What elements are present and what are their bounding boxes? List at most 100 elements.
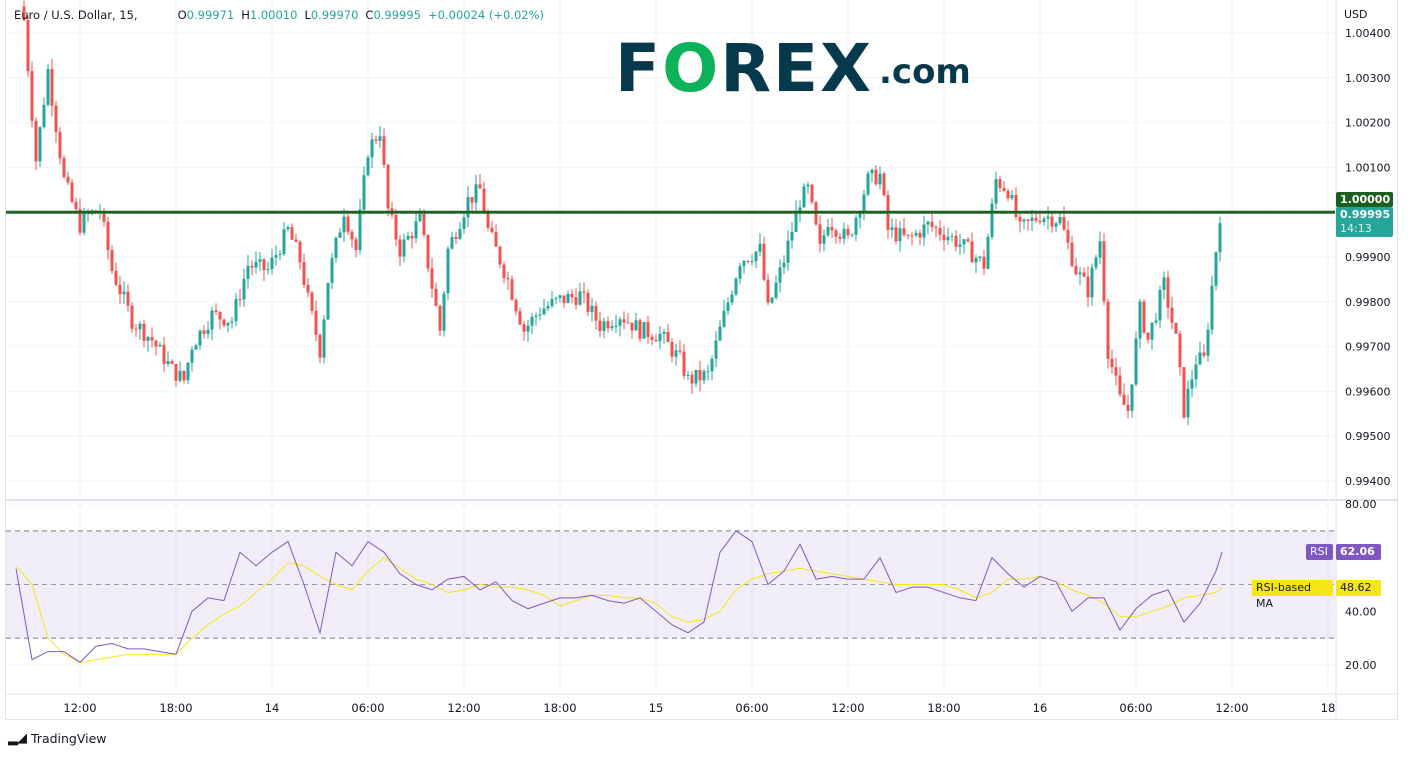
candle-body [310, 292, 314, 311]
candle-body [530, 316, 534, 326]
candle-body [478, 184, 482, 189]
candle-body [370, 139, 374, 158]
candle-body [430, 268, 434, 289]
candle-body [494, 232, 498, 247]
candle-body [266, 269, 270, 271]
candle-body [462, 217, 466, 229]
candle-body [826, 227, 830, 236]
candle-body [490, 227, 494, 233]
candle-body [1038, 220, 1042, 223]
candle-body [654, 339, 658, 342]
price-tick-label: 1.00100 [1345, 161, 1391, 174]
candle-body [1206, 329, 1210, 356]
candle-body [178, 370, 182, 381]
candle-body [410, 235, 414, 239]
candle-body [570, 294, 574, 298]
candle-body [926, 221, 930, 225]
candle-body [850, 234, 854, 236]
candle-body [954, 235, 958, 247]
candle-body [190, 349, 194, 363]
high-value: 1.00010 [249, 8, 298, 22]
candle-body [710, 358, 714, 372]
candle-body [554, 297, 558, 299]
candle-body [1130, 384, 1134, 411]
tradingview-brand[interactable]: ▂◢ TradingView [8, 731, 107, 746]
candle-body [118, 284, 122, 295]
candle-body [66, 176, 70, 183]
candle-body [1098, 241, 1102, 258]
candle-body [106, 221, 110, 251]
price-tick-label: 0.99900 [1345, 251, 1391, 264]
candle-body [230, 321, 234, 323]
candle-body [386, 164, 390, 209]
candle-body [438, 305, 442, 331]
candle-body [634, 320, 638, 331]
candle-body [646, 322, 650, 337]
candle-body [1154, 320, 1158, 323]
rsi-legend-tag: RSI [1306, 544, 1333, 560]
price-tick-label: 0.99800 [1345, 296, 1391, 309]
candle-body [978, 256, 982, 258]
candle-body [842, 228, 846, 239]
candle-body [170, 361, 174, 364]
candle-body [418, 213, 422, 222]
time-tick-label: 14 [265, 701, 280, 715]
candle-body [290, 226, 294, 240]
candle-body [758, 243, 762, 252]
candle-body [798, 207, 802, 212]
candle-body [210, 310, 214, 330]
candle-body [150, 336, 154, 341]
candle-body [278, 254, 282, 256]
candle-body [838, 236, 842, 239]
candle-body [1138, 301, 1142, 339]
candle-body [662, 331, 666, 334]
rsi-value-tag: 62.06 [1336, 544, 1381, 560]
candle-body [1146, 332, 1150, 340]
candle-body [1054, 223, 1058, 227]
candle-body [658, 333, 662, 342]
candle-body [250, 265, 254, 268]
candle-body [1022, 219, 1026, 222]
candle-body [750, 261, 754, 263]
candle-body [434, 288, 438, 306]
candle-body [766, 279, 770, 303]
candle-body [362, 175, 366, 210]
candle-body [486, 213, 490, 228]
candle-body [702, 371, 706, 381]
candle-body [614, 325, 618, 327]
candle-body [1158, 289, 1162, 321]
candle-body [1114, 367, 1118, 376]
candle-body [1106, 301, 1110, 359]
candle-body [274, 255, 278, 258]
candle-body [1066, 229, 1070, 243]
candle-body [154, 340, 158, 347]
candle-body [546, 305, 550, 309]
candle-body [350, 231, 354, 240]
candle-body [238, 299, 242, 301]
candle-body [282, 229, 286, 255]
current-price-tag: 0.99995 14:13 [1336, 207, 1393, 237]
candle-body [1194, 364, 1198, 380]
candle-body [182, 370, 186, 381]
candle-body [1078, 272, 1082, 275]
time-tick-label: 12:00 [63, 701, 96, 715]
candle-body [30, 71, 34, 121]
close-value: 0.99995 [373, 8, 422, 22]
candle-body [666, 331, 670, 343]
low-label: L [304, 8, 311, 22]
candle-body [422, 213, 426, 235]
candle-body [234, 299, 238, 322]
candle-body [874, 169, 878, 185]
logo-suffix: .com [879, 52, 971, 92]
symbol-title[interactable]: Euro / U.S. Dollar, 15, [14, 8, 138, 22]
candle-body [1202, 352, 1206, 356]
candle-body [890, 227, 894, 230]
candle-body [110, 250, 114, 271]
candle-body [854, 217, 858, 235]
candle-body [202, 330, 206, 334]
candle-body [674, 350, 678, 357]
candle-body [246, 265, 250, 279]
candle-body [630, 322, 634, 331]
candle-body [802, 186, 806, 208]
